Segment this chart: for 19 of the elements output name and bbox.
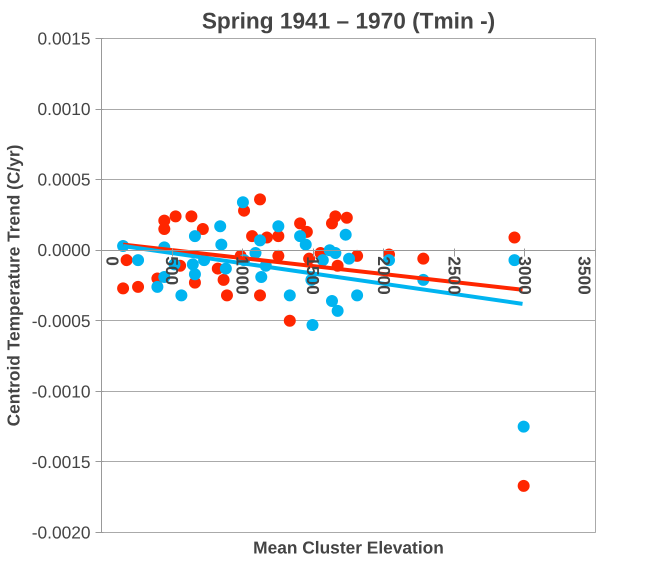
x-axis-title: Mean Cluster Elevation: [253, 538, 444, 558]
x-tick-label: 3500: [574, 256, 594, 295]
y-tick-label: 0.0000: [38, 240, 90, 260]
y-tick-label: 0.0005: [38, 170, 90, 190]
y-tick-label: -0.0020: [32, 522, 91, 542]
y-tick-label: -0.0015: [32, 452, 91, 472]
x-tick-label: 2500: [444, 256, 464, 295]
x-tick-label: 0: [102, 256, 122, 266]
x-tick-label: 500: [162, 256, 182, 286]
y-tick-label: 0.0015: [38, 28, 90, 48]
x-tick-label: 2000: [374, 256, 394, 295]
y-tick-label: -0.0010: [32, 381, 91, 402]
x-tick-label: 3000: [514, 256, 535, 295]
y-tick-label: 0.0010: [38, 99, 90, 120]
x-tick-label: 1000: [232, 256, 253, 295]
x-tick-label: 1500: [303, 256, 324, 295]
y-tick-label: -0.0005: [32, 310, 91, 331]
chart-title: Spring 1941 – 1970 (Tmin -): [202, 8, 496, 34]
y-axis-title: Centroid Temperature Trend (C/yr): [4, 144, 24, 426]
